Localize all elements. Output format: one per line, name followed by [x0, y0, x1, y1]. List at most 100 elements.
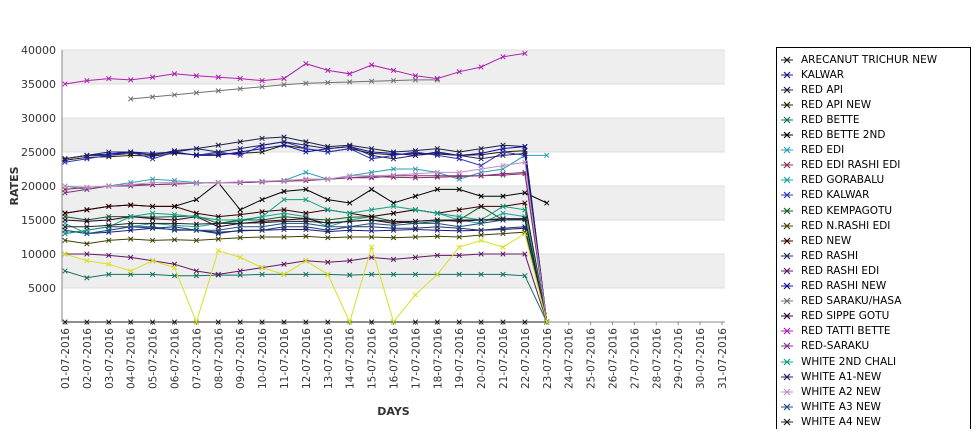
data-point	[128, 213, 134, 220]
data-point	[434, 271, 440, 278]
data-point	[281, 134, 287, 140]
y-tick-label: 20000	[21, 180, 56, 193]
data-point	[522, 251, 528, 257]
data-point	[259, 142, 265, 148]
legend-label: RED TATTI BETTE	[801, 325, 891, 338]
legend-item: RED SIPPE GOTU	[781, 309, 889, 324]
legend-marker-icon	[781, 325, 793, 337]
data-point	[193, 213, 200, 220]
legend-item: WHITE A3 NEW	[781, 399, 881, 414]
data-point	[237, 319, 243, 325]
data-point	[259, 135, 265, 142]
legend-marker-icon	[781, 310, 793, 322]
data-point	[106, 252, 112, 259]
data-point	[237, 220, 243, 227]
data-point	[193, 90, 200, 96]
data-point	[171, 71, 178, 77]
series-line	[64, 141, 548, 323]
legend-marker-icon	[781, 114, 793, 126]
data-point	[237, 86, 243, 92]
legend-label: RED RASHI EDI	[801, 264, 880, 277]
legend-label: RED KEMPAGOTU	[801, 204, 893, 217]
data-point	[434, 252, 440, 259]
data-point	[368, 271, 375, 278]
data-point	[347, 214, 353, 220]
data-point	[500, 203, 506, 210]
data-point	[237, 179, 243, 185]
series-red-tatti-bette	[62, 50, 528, 87]
data-point	[171, 220, 178, 227]
chart-legend: ARECANUT TRICHUR NEW KALWAR RED API RED API…	[776, 47, 971, 429]
legend-label: WHITE A1-NEW	[801, 370, 882, 383]
data-point	[106, 237, 112, 244]
data-point	[128, 254, 134, 261]
legend-item: RED KALWAR	[781, 188, 869, 203]
data-point	[456, 217, 462, 223]
legend-item: WHITE A4 NEW	[781, 414, 881, 429]
data-point	[281, 319, 287, 325]
series-white-2nd-chali	[62, 196, 550, 325]
x-tick-label: 16-07-2016	[389, 328, 401, 389]
y-axis-title: RATES	[8, 166, 21, 205]
x-tick-label: 10-07-2016	[257, 328, 269, 389]
data-point	[456, 234, 462, 240]
legend-label: ARECANUT TRICHUR NEW	[801, 53, 938, 66]
y-tick-label: 10000	[21, 248, 56, 261]
data-point	[237, 235, 243, 241]
data-point	[478, 150, 484, 157]
data-point	[412, 218, 419, 225]
data-point	[237, 254, 243, 261]
series-unlabeled	[62, 230, 550, 325]
data-point	[412, 166, 419, 172]
data-point	[368, 244, 375, 250]
legend-item: RED RASHI	[781, 248, 858, 263]
data-point	[368, 217, 375, 223]
data-point	[193, 196, 200, 203]
legend-item: ARECANUT TRICHUR NEW	[781, 52, 937, 67]
y-tick-label: 25000	[21, 146, 56, 159]
series-red-n-rashi-edi	[62, 229, 550, 325]
data-point	[325, 67, 331, 74]
data-point	[303, 210, 309, 216]
legend-marker-icon	[781, 159, 793, 171]
data-point	[478, 64, 484, 70]
data-point	[259, 234, 265, 240]
data-point	[434, 150, 440, 157]
legend-item: WHITE A2 NEW	[781, 384, 881, 399]
data-point	[325, 207, 331, 213]
legend-marker-icon	[781, 69, 793, 81]
data-point	[281, 75, 287, 82]
data-point	[281, 271, 287, 278]
data-point	[149, 74, 156, 80]
legend-marker-icon	[781, 205, 793, 217]
data-point	[368, 207, 375, 213]
data-point	[128, 236, 134, 242]
data-point	[325, 196, 331, 203]
legend-item: RED EDI RASHI EDI	[781, 158, 900, 173]
data-point	[128, 181, 134, 188]
data-point	[325, 224, 331, 230]
data-point	[259, 224, 265, 230]
data-point	[215, 179, 221, 186]
data-point	[478, 145, 484, 152]
data-point	[149, 271, 156, 278]
data-point	[106, 227, 112, 233]
x-tick-label: 02-07-2016	[82, 328, 94, 389]
data-point	[347, 79, 353, 85]
series-white-a4-new	[62, 215, 550, 325]
grid-band	[62, 50, 725, 84]
data-point	[368, 152, 375, 159]
x-tick-label: 22-07-2016	[520, 328, 532, 389]
data-point	[215, 247, 221, 254]
data-point	[62, 224, 68, 230]
data-point	[456, 224, 462, 230]
data-point	[149, 94, 156, 100]
data-point	[434, 217, 440, 223]
legend-marker-icon	[781, 416, 793, 428]
data-point	[500, 193, 506, 199]
data-point	[522, 159, 528, 165]
data-point	[500, 225, 506, 231]
legend-label: WHITE A4 NEW	[801, 415, 881, 428]
legend-item: RED GORABALU	[781, 173, 884, 188]
